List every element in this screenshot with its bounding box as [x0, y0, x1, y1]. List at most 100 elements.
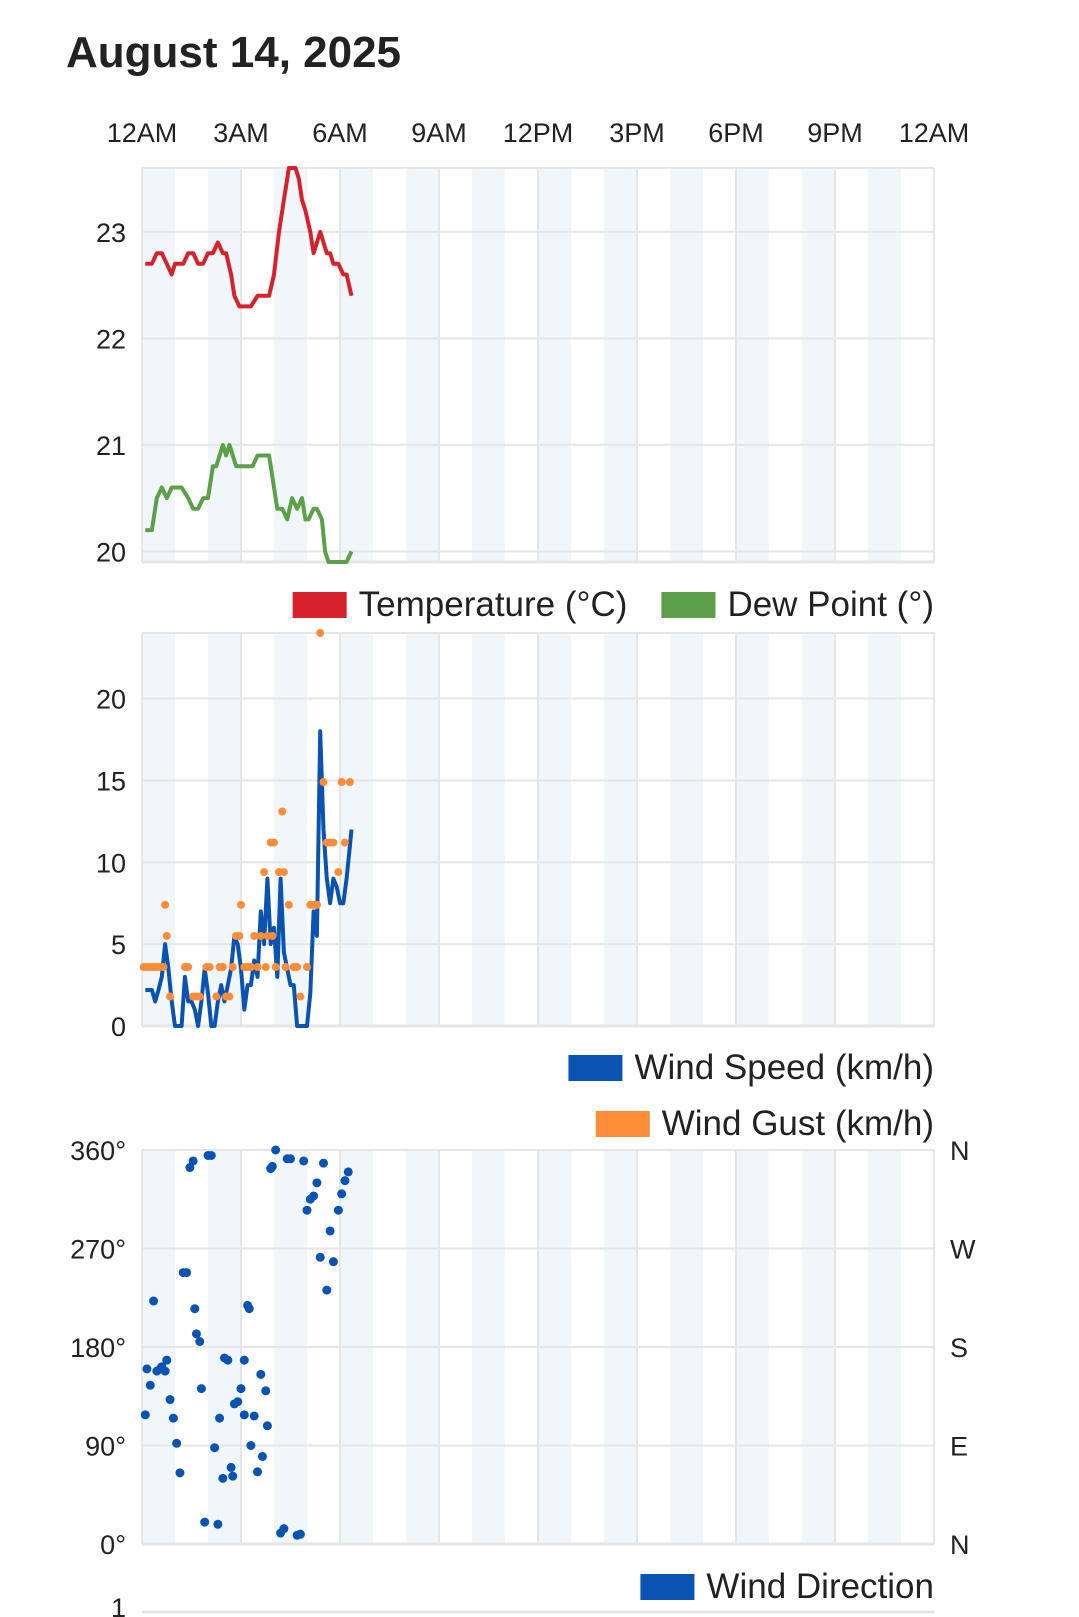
y-tick-label: 360°: [70, 1136, 126, 1166]
wind-chart-background: [142, 633, 901, 1026]
wind-direction-legend-swatch: [640, 1574, 695, 1600]
wind-gust-km-h-point: [278, 807, 287, 816]
wind-direction-point: [343, 1167, 353, 1177]
y-tick-label: 10: [96, 848, 126, 878]
y2-tick-label: W: [950, 1235, 976, 1265]
wind-direction-legend-label: Wind Direction: [706, 1567, 934, 1606]
y2-tick-label: E: [950, 1432, 968, 1462]
wind-direction-point: [299, 1156, 309, 1166]
wind-direction-point: [315, 1252, 325, 1262]
temperature-chart-grid: [141, 167, 935, 564]
wind-direction-point: [200, 1517, 210, 1527]
wind-gust-km-h-legend-label: Wind Gust (km/h): [662, 1104, 934, 1143]
hour-band: [406, 168, 439, 562]
temperature-dewpoint-chart: 20 21 22 23 Dew Point (°) Temperature (°C): [96, 166, 935, 624]
wind-speed-km-h-line: [145, 729, 354, 1028]
wind-gust-km-h-point: [345, 778, 354, 787]
wind-direction-point: [190, 1304, 200, 1314]
wind-direction-point: [213, 1519, 223, 1529]
y-tick-label: 21: [96, 431, 126, 461]
wind-direction-point: [149, 1296, 159, 1306]
hour-band: [142, 168, 175, 562]
wind-direction-point: [271, 1145, 281, 1155]
wind-speed-km-h-legend-swatch: [568, 1055, 623, 1081]
wind-direction-point: [162, 1355, 172, 1365]
y-tick-label: 0°: [100, 1530, 126, 1560]
wind-direction-point: [244, 1304, 254, 1314]
wind-direction-point: [325, 1226, 335, 1236]
wind-direction-point: [286, 1154, 295, 1164]
dew-point-legend-swatch: [661, 592, 716, 618]
wind-direction-point: [191, 1329, 201, 1339]
wind-gust-km-h-legend-swatch: [595, 1111, 650, 1137]
wind-gust-km-h-point: [319, 778, 328, 787]
y-tick-label: 23: [96, 218, 126, 248]
wind-gust-km-h-point: [184, 963, 193, 972]
wind-gust-km-h-point: [253, 963, 262, 972]
temperature-chart-y-ticks: 20 21 22 23: [96, 218, 126, 567]
wind-direction-point: [340, 1176, 350, 1186]
dew-point-legend-label: Dew Point (°): [727, 585, 934, 624]
wind-direction-point: [215, 1413, 225, 1423]
wind-direction-point: [253, 1467, 262, 1477]
wind-gust-km-h-point: [340, 838, 349, 847]
temperature-chart-background: [142, 168, 901, 562]
wind-direction-point: [261, 1386, 271, 1396]
direction-chart-series: [140, 1145, 353, 1540]
wind-direction-point: [267, 1161, 277, 1171]
wind-gust-km-h-point: [237, 900, 245, 909]
y-tick-label: 90°: [85, 1432, 126, 1462]
wind-direction-point: [142, 1364, 152, 1374]
temperature-c-line: [145, 166, 354, 309]
temperature-c-legend-swatch: [292, 592, 347, 618]
y-tick-label: 0: [111, 1012, 126, 1042]
x-axis-top: 12AM 3AM 6AM 9AM 12PM 3PM 6PM 9PM 12AM: [107, 118, 970, 148]
wind-gust-km-h-point: [271, 963, 280, 972]
y-tick-label: 20: [96, 685, 126, 715]
wind-direction-point: [337, 1189, 347, 1199]
wind-gust-km-h-point: [329, 838, 338, 847]
hour-band: [736, 168, 769, 562]
next-chart-partial: 1: [111, 1593, 934, 1617]
x-tick-label: 9AM: [411, 118, 467, 148]
hour-band: [340, 168, 373, 562]
wind-direction-point: [233, 1397, 243, 1407]
wind-direction-point: [256, 1369, 266, 1379]
hour-band: [604, 633, 637, 1026]
temperature-chart-legend: Dew Point (°) Temperature (°C): [292, 585, 934, 624]
wind-gust-km-h-point: [166, 992, 175, 1001]
wind-direction-point: [249, 1411, 259, 1421]
wind-direction-point: [206, 1150, 216, 1160]
hour-band: [802, 168, 835, 562]
wind-gust-km-h-point: [205, 963, 214, 972]
y-tick-label: 180°: [70, 1333, 126, 1363]
wind-gust-km-h-point: [261, 963, 270, 972]
hour-band: [670, 633, 703, 1026]
y2-tick-label: S: [950, 1333, 968, 1363]
wind-direction-point: [328, 1257, 338, 1267]
wind-gust-km-h-point: [246, 963, 255, 972]
wind-gust-km-h-point: [195, 992, 204, 1001]
page-title: August 14, 2025: [66, 28, 402, 77]
wind-direction-point: [172, 1438, 182, 1448]
hour-band: [868, 168, 901, 562]
wind-direction-chart: 0° 90° 180° 270° 360° N E S W N Wind Direction: [70, 1136, 976, 1606]
wind-gust-km-h-point: [256, 931, 265, 940]
wind-gust-km-h-point: [284, 900, 293, 909]
wind-gust-km-h-point: [162, 931, 171, 940]
wind-direction-point: [262, 1421, 272, 1431]
wind-direction-point: [322, 1285, 332, 1295]
direction-chart-y-ticks: 0° 90° 180° 270° 360° N E S W N: [70, 1136, 976, 1560]
wind-gust-km-h-point: [334, 868, 343, 877]
wind-direction-point: [246, 1441, 256, 1450]
wind-gust-km-h-point: [235, 931, 244, 940]
hour-band: [208, 168, 241, 562]
wind-gust-km-h-point: [218, 963, 227, 972]
wind-direction-point: [302, 1205, 312, 1215]
wind-chart-y-ticks: 0 5 10 15 20: [96, 685, 126, 1043]
wind-direction-point: [295, 1529, 305, 1539]
x-tick-label: 9PM: [807, 118, 863, 148]
series-group: [145, 166, 354, 564]
y2-tick-label: N: [950, 1530, 970, 1560]
